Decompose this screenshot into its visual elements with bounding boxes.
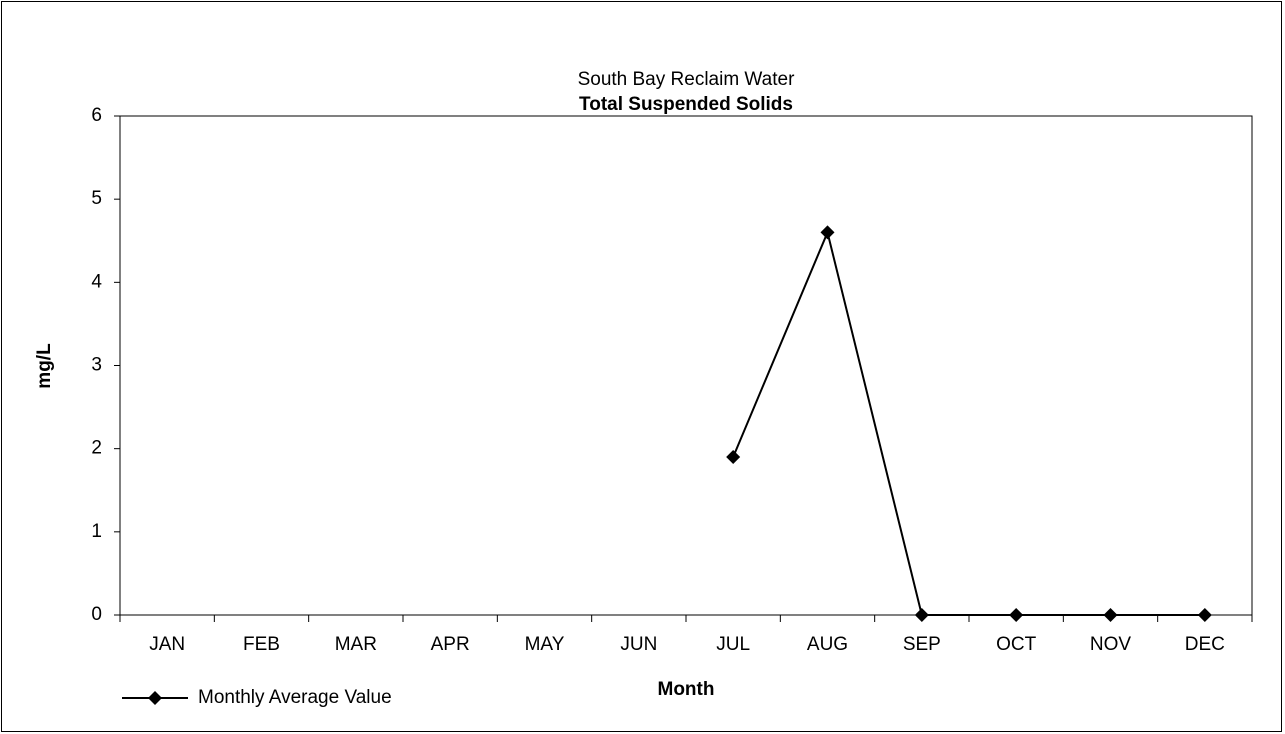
x-tick-label: SEP (903, 634, 941, 655)
x-tick-label: JUL (716, 634, 750, 655)
data-point (1197, 608, 1212, 622)
x-tick-label: AUG (807, 634, 848, 655)
x-tick-label: MAY (525, 634, 565, 655)
x-axis-label: Month (658, 679, 715, 700)
y-tick-label: 3 (91, 355, 102, 376)
chart-title: South Bay Reclaim Water (578, 69, 795, 90)
series-line (732, 229, 1205, 616)
data-point (914, 608, 929, 622)
y-axis-label: mg/L (34, 343, 55, 389)
x-tick-label: FEB (243, 634, 280, 655)
x-tick-label: JUN (620, 634, 657, 655)
y-tick-label: 4 (91, 271, 102, 292)
x-tick-label: DEC (1185, 634, 1225, 655)
x-tick-label: JAN (149, 634, 185, 655)
data-point (726, 449, 741, 464)
legend-label: Monthly Average Value (198, 687, 392, 708)
y-tick-label: 1 (91, 521, 102, 542)
x-tick-label: OCT (996, 634, 1037, 655)
x-tick-label: APR (431, 634, 470, 655)
chart-subtitle: Total Suspended Solids (579, 94, 793, 115)
y-tick-label: 5 (91, 188, 102, 209)
data-point (1103, 608, 1118, 622)
x-tick-label: MAR (335, 634, 377, 655)
y-tick-label: 0 (91, 604, 102, 625)
y-tick-label: 6 (91, 105, 102, 126)
y-tick-label: 2 (91, 438, 102, 459)
data-point (1009, 608, 1024, 622)
x-tick-label: NOV (1090, 634, 1132, 655)
data-point (820, 225, 835, 240)
legend-marker (148, 691, 162, 705)
